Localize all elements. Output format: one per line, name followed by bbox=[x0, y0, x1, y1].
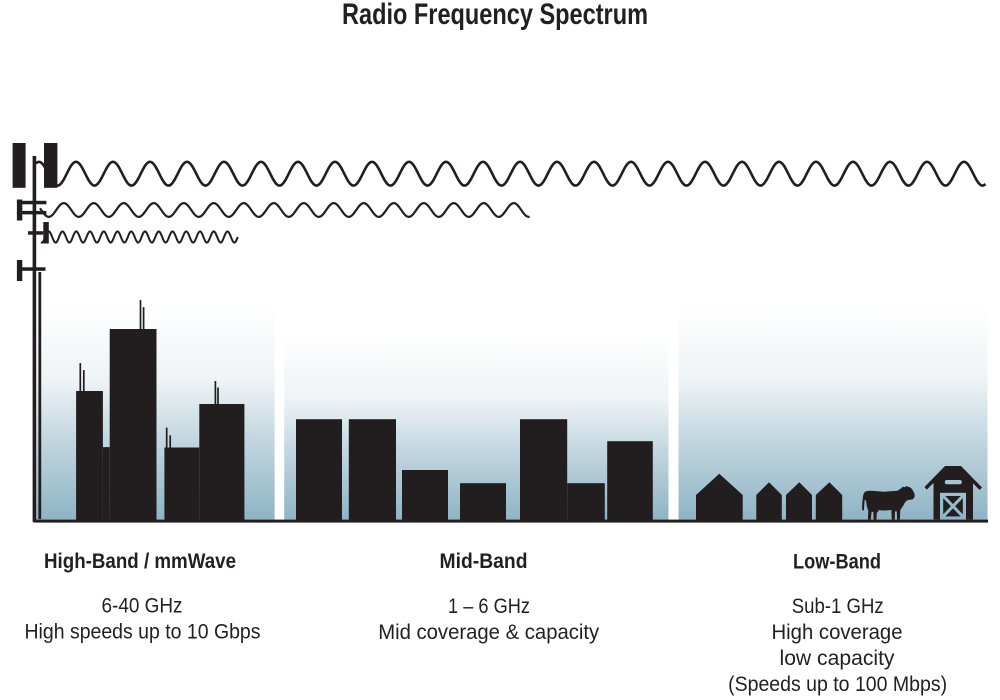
svg-text:(Speeds up to 100 Mbps): (Speeds up to 100 Mbps) bbox=[728, 673, 947, 696]
svg-text:Low-Band: Low-Band bbox=[793, 551, 881, 574]
svg-text:High-Band / mmWave: High-Band / mmWave bbox=[44, 550, 236, 573]
svg-text:low capacity: low capacity bbox=[780, 647, 895, 670]
svg-text:High speeds up to 10 Gbps: High speeds up to 10 Gbps bbox=[25, 621, 261, 644]
svg-text:High coverage: High coverage bbox=[772, 621, 903, 644]
svg-text:Radio Frequency Spectrum: Radio Frequency Spectrum bbox=[342, 0, 648, 31]
svg-text:1 – 6 GHz: 1 – 6 GHz bbox=[448, 595, 530, 618]
svg-text:Mid coverage & capacity: Mid coverage & capacity bbox=[378, 621, 599, 644]
svg-text:Sub-1 GHz: Sub-1 GHz bbox=[792, 595, 884, 618]
svg-text:6-40 GHz: 6-40 GHz bbox=[102, 595, 183, 618]
svg-text:Mid-Band: Mid-Band bbox=[440, 550, 528, 573]
